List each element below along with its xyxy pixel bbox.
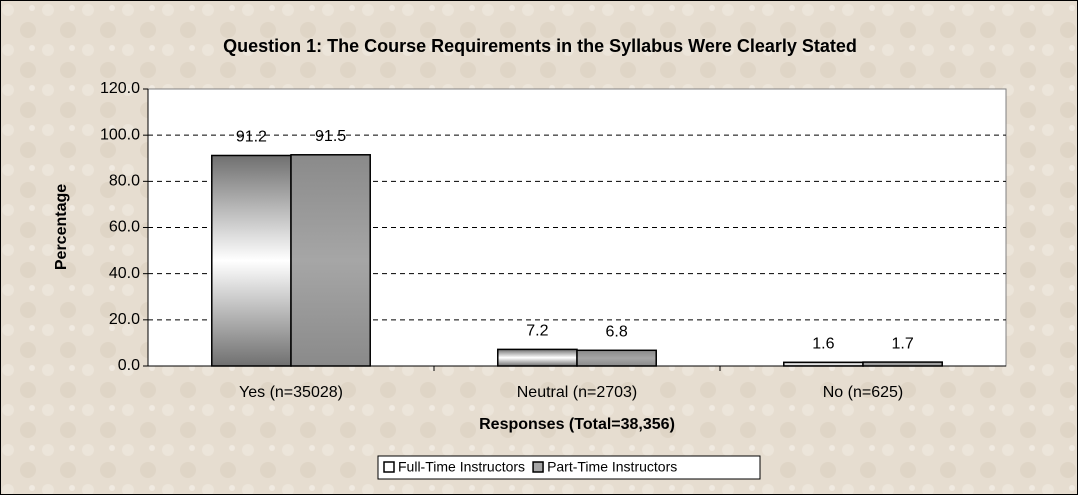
- value-label: 1.7: [891, 335, 913, 352]
- x-tick-label: Neutral (n=2703): [517, 384, 638, 401]
- y-tick-label: 0.0: [118, 357, 140, 374]
- value-label: 6.8: [605, 324, 627, 341]
- legend-box: [377, 455, 761, 480]
- value-label: 7.2: [526, 323, 548, 340]
- y-axis-title: Percentage: [53, 184, 70, 270]
- bar: [290, 154, 371, 367]
- bar: [576, 349, 657, 367]
- y-tick-label: 20.0: [109, 311, 140, 328]
- y-tick-label: 120.0: [100, 80, 140, 97]
- legend-swatch: [532, 461, 544, 473]
- y-tick-label: 80.0: [109, 173, 140, 190]
- value-label: 1.6: [812, 336, 834, 353]
- legend-label: Full-Time Instructors: [398, 459, 525, 475]
- legend-swatch: [383, 461, 395, 473]
- x-axis-title: Responses (Total=38,356): [479, 416, 675, 433]
- x-tick-label: No (n=625): [823, 384, 904, 401]
- bar: [497, 348, 578, 367]
- chart-title: Question 1: The Course Requirements in t…: [223, 36, 857, 56]
- value-label: 91.5: [315, 128, 346, 145]
- bar: [211, 154, 292, 367]
- x-tick-label: Yes (n=35028): [239, 384, 343, 401]
- bar: [862, 361, 943, 367]
- y-tick-label: 40.0: [109, 265, 140, 282]
- y-tick-label: 100.0: [100, 126, 140, 143]
- y-tick-label: 60.0: [109, 219, 140, 236]
- legend-label: Part-Time Instructors: [547, 459, 677, 475]
- bar: [783, 361, 864, 367]
- value-label: 91.2: [236, 129, 267, 146]
